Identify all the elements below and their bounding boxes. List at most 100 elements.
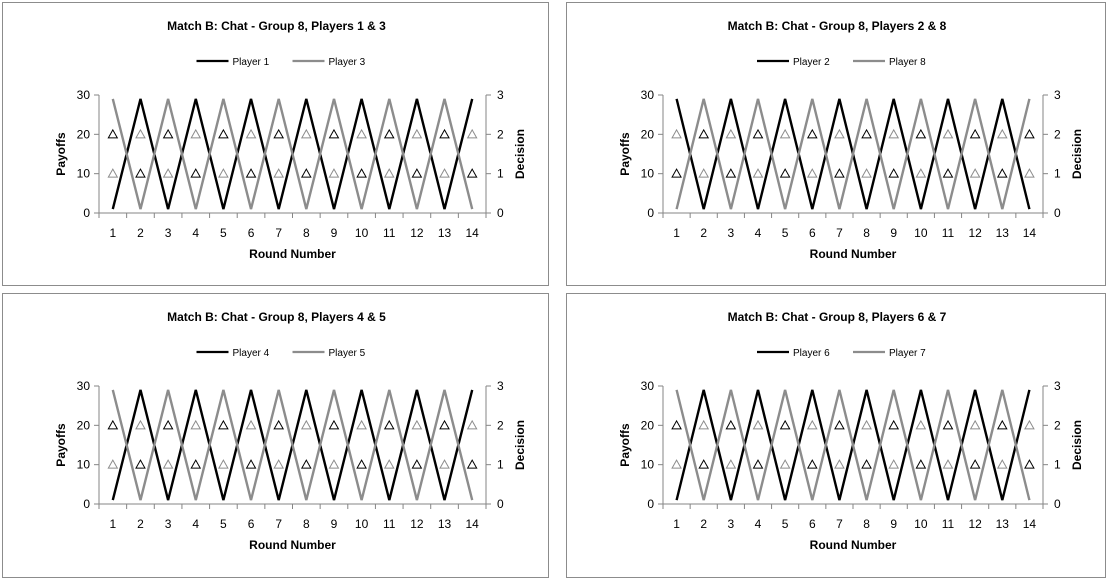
y-axis-title: Payoffs [618,423,632,467]
y-tick-label: 10 [641,458,655,472]
decision-marker [300,128,312,139]
decision-marker [383,168,395,178]
x-tick-label: 13 [996,226,1010,240]
y2-tick-label: 2 [1054,418,1061,432]
decision-marker [861,459,872,469]
decision-marker [107,419,119,430]
decision-marker [834,168,845,178]
chart-panel-players-4-5: Match B: Chat - Group 8, Players 4 & 5 Pl… [2,293,549,578]
x-tick-label: 1 [673,226,680,240]
y-tick-label: 20 [641,418,655,432]
x-tick-label: 14 [1023,517,1037,531]
x-tick-label: 2 [700,226,707,240]
y2-tick-label: 3 [497,88,504,102]
decision-marker [466,419,478,430]
x-tick-label: 2 [137,226,144,240]
series-line-player-7 [675,389,1031,501]
legend-label: Player 4 [233,348,270,359]
y2-tick-label: 3 [1054,88,1061,102]
decision-marker [273,419,285,430]
chart-panel-players-2-8: Match B: Chat - Group 8, Players 2 & 8 Pl… [566,2,1106,286]
decision-marker [466,459,478,469]
y-axis-title: Payoffs [618,132,632,176]
y2-tick-label: 0 [1054,497,1061,511]
x-tick-label: 6 [809,517,816,531]
decision-marker [218,459,229,469]
decision-marker [328,128,340,139]
decision-marker [806,168,818,178]
legend: Player 2 Player 8 [757,57,926,68]
x-tick-label: 1 [109,517,116,531]
x-tick-label: 1 [109,226,116,240]
decision-marker [1024,459,1035,469]
decision-marker [135,128,146,139]
decision-marker [1024,419,1035,430]
y-axis-title: Payoffs [54,423,68,467]
decision-marker [671,459,682,469]
series-line-player-5 [111,389,474,501]
x-tick-label: 6 [248,517,255,531]
decision-marker [888,168,900,178]
chart-svg: Match B: Chat - Group 8, Players 4 & 5 Pl… [54,310,527,552]
x-tick-label: 6 [248,226,255,240]
x-tick-label: 8 [303,226,310,240]
x-tick-label: 9 [890,517,897,531]
y2-tick-label: 2 [1054,127,1061,141]
decision-marker [356,419,367,430]
decision-marker [806,128,818,139]
decision-marker [273,128,285,139]
y-tick-label: 30 [77,88,91,102]
decision-marker [1024,128,1035,139]
x-tick-label: 8 [303,517,310,531]
x-axis-title: Round Number [810,247,897,261]
decision-marker [779,419,791,430]
decision-marker [107,128,119,139]
y2-axis-title: Decision [513,420,527,470]
decision-marker [162,419,174,430]
decision-marker [328,168,340,178]
y2-tick-label: 1 [1054,167,1061,181]
decision-marker [190,459,202,469]
legend: Player 4 Player 5 [196,348,366,359]
decision-marker [888,128,900,139]
decision-marker [698,168,710,178]
decision-marker [162,128,174,139]
y-axis-title: Payoffs [54,132,68,176]
y-tick-label: 0 [647,497,654,511]
chart-svg: Match B: Chat - Group 8, Players 6 & 7 Pl… [618,310,1084,552]
decision-marker [834,128,845,139]
decision-marker [915,419,927,430]
x-tick-label: 13 [438,517,452,531]
decision-marker [969,459,981,469]
chart-title: Match B: Chat - Group 8, Players 4 & 5 [167,310,386,324]
decision-marker [218,128,229,139]
decision-marker [162,168,174,178]
decision-marker [888,459,900,469]
x-tick-label: 12 [410,226,424,240]
y2-tick-label: 0 [497,206,504,220]
x-axis-title: Round Number [810,538,897,552]
y-tick-label: 20 [77,127,91,141]
decision-marker [725,128,737,139]
y2-tick-label: 1 [497,458,504,472]
y2-tick-label: 2 [497,127,504,141]
y-tick-label: 30 [641,88,655,102]
legend: Player 6 Player 7 [757,348,926,359]
decision-marker [135,419,146,430]
y2-tick-label: 3 [1054,379,1061,393]
x-tick-label: 8 [863,226,870,240]
x-tick-label: 6 [809,226,816,240]
decision-marker [190,128,202,139]
legend-label: Player 8 [889,57,926,68]
x-tick-label: 3 [728,226,735,240]
chart-svg: Match B: Chat - Group 8, Players 2 & 8 Pl… [618,19,1084,261]
x-tick-label: 4 [192,226,199,240]
x-tick-label: 5 [782,226,789,240]
decision-marker [383,419,395,430]
y-tick-label: 10 [77,167,91,181]
x-tick-label: 10 [914,226,928,240]
decision-marker [190,168,202,178]
series-line-player-3 [111,98,474,210]
x-tick-label: 7 [836,517,843,531]
x-tick-label: 4 [755,226,762,240]
